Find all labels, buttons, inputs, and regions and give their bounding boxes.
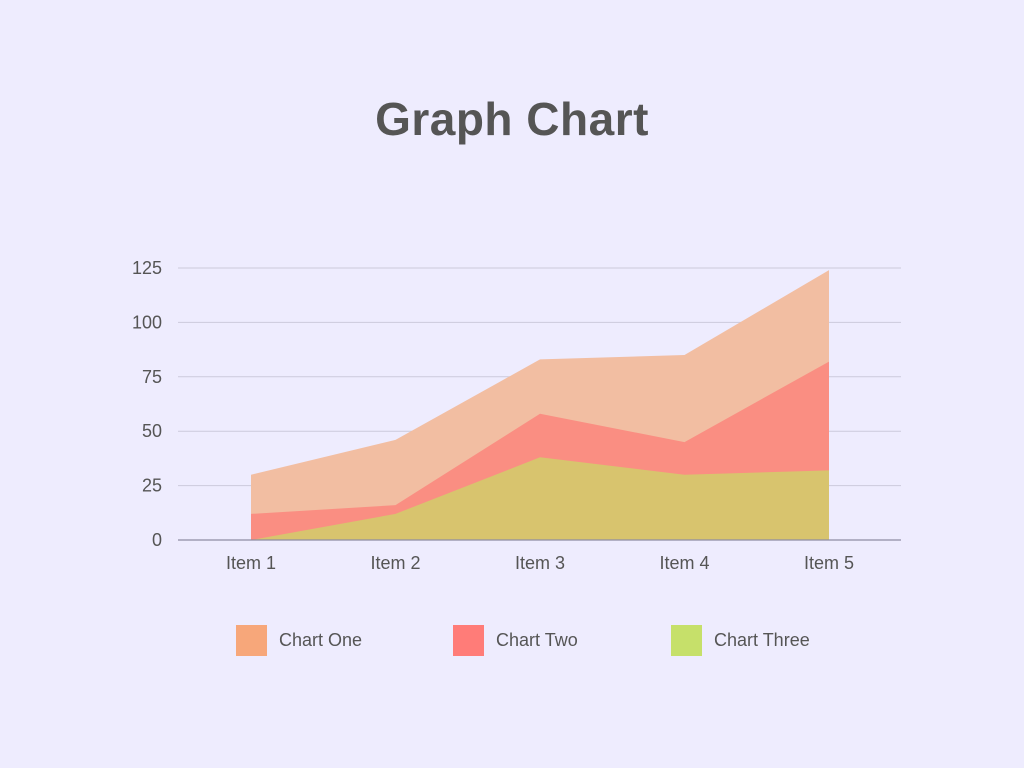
x-tick-label: Item 4: [659, 553, 709, 573]
legend-label-chart-one: Chart One: [279, 629, 363, 650]
legend-swatch-chart-three: [671, 624, 702, 656]
chart-legend: Chart One Chart Two Chart Three: [0, 624, 1024, 658]
x-tick-label: Item 3: [515, 553, 565, 573]
x-tick-label: Item 2: [370, 553, 420, 573]
y-tick-label: 0: [152, 530, 162, 550]
legend-label-chart-three: Chart Three: [714, 629, 810, 650]
legend-swatch-chart-two: [453, 624, 484, 656]
legend-item-chart-two: Chart Two: [453, 624, 578, 656]
y-tick-label: 75: [142, 367, 162, 387]
chart-title: Graph Chart: [375, 93, 649, 145]
legend-label-chart-two: Chart Two: [496, 629, 578, 650]
y-tick-label: 100: [132, 312, 162, 332]
area-series-3: [251, 457, 829, 540]
legend-swatch-chart-one: [236, 624, 267, 656]
legend-item-chart-three: Chart Three: [671, 624, 810, 656]
legend-item-chart-one: Chart One: [236, 624, 362, 656]
y-tick-label: 25: [142, 476, 162, 496]
x-tick-label: Item 1: [226, 553, 276, 573]
y-tick-label: 50: [142, 421, 162, 441]
y-tick-label: 125: [132, 258, 162, 278]
area-chart: 0 25 50 75 100 125 Item 1 Item 2 Item 3 Item 4 Ite…: [132, 258, 901, 573]
x-tick-label: Item 5: [804, 553, 854, 573]
